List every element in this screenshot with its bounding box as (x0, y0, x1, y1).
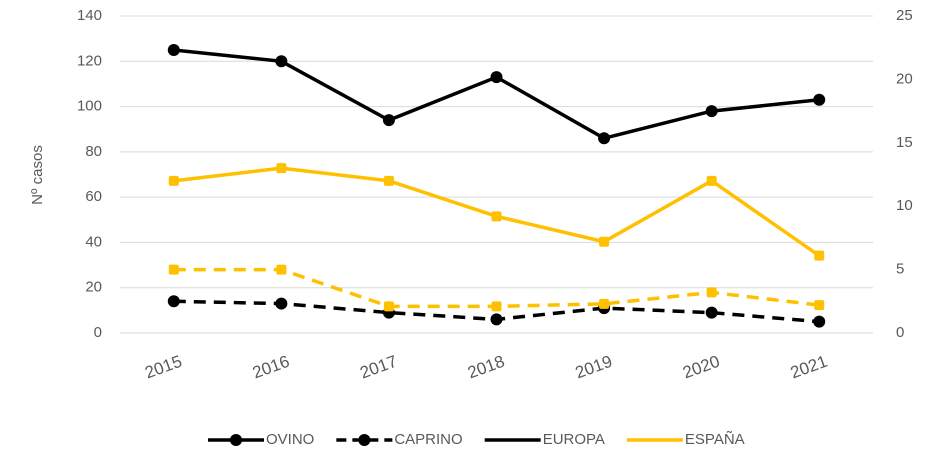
y2-tick-label: 10 (896, 197, 913, 214)
legend-label: OVINO (266, 431, 314, 448)
point (490, 313, 503, 326)
y-tick-label: 20 (85, 279, 102, 296)
point (383, 301, 394, 312)
y-axis-label: Nº casos (29, 145, 46, 205)
legend-marker (230, 434, 242, 446)
y2-tick-label: 15 (896, 134, 913, 151)
point (276, 163, 287, 174)
point (168, 264, 179, 275)
point (814, 300, 825, 311)
x-tick-label: 2019 (573, 352, 615, 383)
point (598, 132, 611, 145)
point (705, 105, 718, 118)
point (706, 287, 717, 298)
point (491, 301, 502, 312)
point (706, 175, 717, 186)
point (167, 295, 180, 308)
y2-tick-label: 20 (896, 70, 913, 87)
y-tick-label: 0 (94, 324, 102, 341)
point (599, 298, 610, 309)
y2-tick-label: 25 (896, 7, 913, 24)
point (168, 175, 179, 186)
point (167, 43, 180, 56)
x-tick-label: 2015 (142, 352, 184, 383)
x-tick-label: 2021 (788, 352, 830, 383)
point (813, 93, 826, 106)
point (599, 236, 610, 247)
point (814, 250, 825, 261)
x-tick-label: 2018 (465, 352, 507, 383)
y-tick-label: 40 (85, 233, 102, 250)
point (491, 211, 502, 222)
point (383, 175, 394, 186)
point (382, 114, 395, 127)
legend-marker (358, 434, 371, 446)
series-line (173, 48, 820, 141)
y-tick-label: 120 (77, 52, 102, 69)
x-tick-label: 2017 (358, 352, 400, 383)
y-tick-label: 140 (77, 7, 102, 24)
x-tick-label: 2016 (250, 352, 292, 383)
point (813, 315, 826, 328)
legend-label: CAPRINO (394, 431, 462, 448)
y-tick-label: 60 (85, 188, 102, 205)
point (275, 55, 288, 68)
point (275, 297, 288, 310)
x-tick-label: 2020 (680, 352, 722, 383)
y2-tick-label: 5 (896, 261, 904, 278)
y-tick-label: 80 (85, 143, 102, 160)
point (705, 306, 718, 319)
y-tick-label: 100 (77, 98, 102, 115)
legend-label: EUROPA (543, 431, 605, 448)
point (276, 264, 287, 275)
y2-tick-label: 0 (896, 324, 904, 341)
legend-label: ESPAÑA (685, 431, 745, 448)
point (490, 71, 503, 84)
